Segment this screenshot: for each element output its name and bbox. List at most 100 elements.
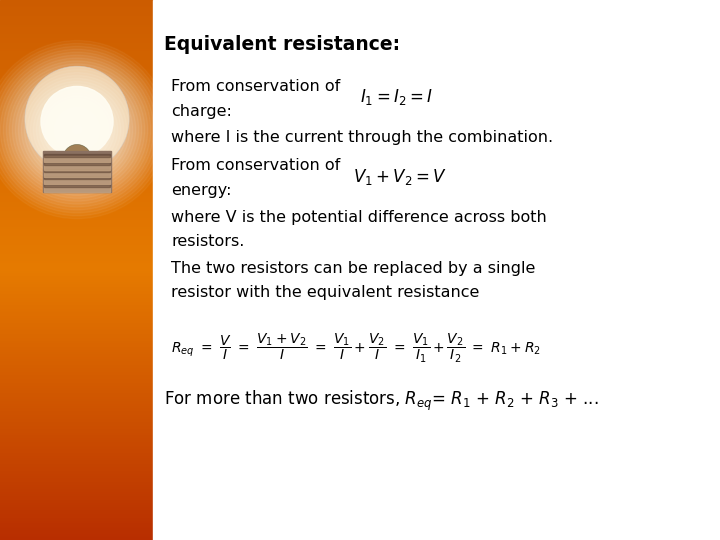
Ellipse shape [27, 82, 127, 178]
Bar [0, 232, 153, 234]
Bar [0, 137, 153, 139]
Bar [45, 179, 109, 184]
Bar [0, 398, 153, 400]
Bar [0, 228, 153, 231]
Bar [0, 396, 153, 398]
Bar [0, 29, 153, 31]
Bar [0, 274, 153, 275]
Bar [0, 366, 153, 367]
Ellipse shape [33, 87, 121, 172]
Bar [0, 452, 153, 454]
Ellipse shape [73, 125, 81, 134]
Bar [0, 99, 153, 101]
Bar [0, 430, 153, 432]
Bar [0, 302, 153, 304]
Text: From conservation of: From conservation of [171, 158, 341, 173]
Bar [0, 477, 153, 479]
Bar [0, 491, 153, 493]
Bar [0, 339, 153, 340]
Bar [0, 18, 153, 20]
Bar [0, 106, 153, 108]
Bar [0, 52, 153, 54]
Bar [0, 140, 153, 142]
Bar [0, 272, 153, 274]
Bar [0, 301, 153, 302]
Bar [0, 142, 153, 144]
Bar [0, 209, 153, 211]
Bar [0, 258, 153, 259]
Bar [0, 25, 153, 27]
Bar [0, 147, 153, 150]
Bar [0, 4, 153, 5]
Bar [0, 320, 153, 322]
Bar [0, 536, 153, 538]
Bar [0, 180, 153, 182]
Bar [0, 261, 153, 263]
Bar [0, 351, 153, 353]
Bar [0, 336, 153, 339]
Bar [0, 513, 153, 515]
Bar [0, 255, 153, 258]
Bar [0, 369, 153, 371]
Bar [0, 486, 153, 488]
Bar [0, 468, 153, 470]
Bar [0, 79, 153, 81]
Bar [0, 63, 153, 65]
Bar [0, 83, 153, 85]
Bar [0, 389, 153, 390]
Bar [0, 164, 153, 166]
Bar [0, 93, 153, 96]
Bar [0, 528, 153, 529]
Bar [0, 77, 153, 79]
Bar [0, 187, 153, 189]
Bar [0, 11, 153, 12]
Bar [0, 502, 153, 504]
Bar [0, 178, 153, 180]
Bar [0, 333, 153, 335]
Bar [0, 317, 153, 319]
Bar [0, 387, 153, 389]
Text: Equivalent resistance:: Equivalent resistance: [164, 35, 400, 54]
Bar [0, 281, 153, 282]
Bar [0, 266, 153, 268]
Bar [0, 328, 153, 329]
Bar [0, 304, 153, 306]
Bar [0, 221, 153, 223]
Bar [0, 20, 153, 22]
Bar [0, 34, 153, 36]
Ellipse shape [15, 70, 139, 190]
Bar [0, 360, 153, 362]
Bar [0, 204, 153, 205]
Bar [0, 167, 153, 169]
Bar [0, 518, 153, 520]
Bar [0, 43, 153, 45]
Bar [0, 259, 153, 261]
Bar [0, 535, 153, 536]
Bar [0, 423, 153, 425]
Bar [0, 511, 153, 513]
Bar [0, 139, 153, 140]
Bar [0, 238, 153, 239]
Text: where V is the potential difference across both: where V is the potential difference acro… [171, 210, 547, 225]
Bar [0, 76, 153, 77]
Bar [0, 329, 153, 331]
Bar [0, 490, 153, 491]
Bar [0, 463, 153, 464]
Text: The two resistors can be replaced by a single: The two resistors can be replaced by a s… [171, 261, 536, 276]
Bar [0, 173, 153, 174]
Bar [0, 160, 153, 162]
Bar [0, 38, 153, 39]
Bar [0, 216, 153, 218]
Bar [0, 407, 153, 409]
Bar [0, 313, 153, 315]
Text: From conservation of: From conservation of [171, 79, 341, 94]
Bar [0, 50, 153, 52]
Bar [0, 115, 153, 117]
Bar [0, 286, 153, 288]
Bar [0, 248, 153, 250]
Bar [0, 524, 153, 525]
Ellipse shape [24, 66, 130, 172]
Bar [0, 211, 153, 212]
Bar [0, 322, 153, 324]
Bar [45, 161, 109, 165]
